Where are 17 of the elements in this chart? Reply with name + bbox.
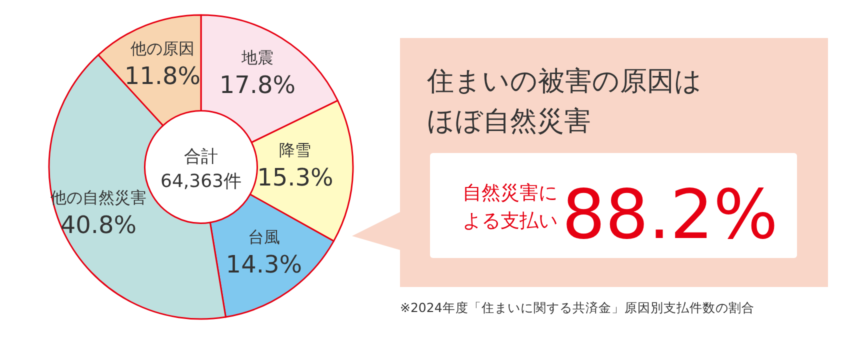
slice-label: 降雪 [279, 140, 312, 160]
slice-label: 地震 [240, 48, 274, 67]
text: ※2024年度「住まいに関する共済金」原因別支払件数の割合 [400, 300, 754, 315]
text: 88.2% [562, 176, 778, 255]
text: 合計 [184, 147, 218, 167]
data-label: 40.8% [60, 210, 137, 239]
data-label: 17.8% [219, 70, 296, 99]
text: 64,363件 [160, 171, 242, 192]
data-label: 14.3% [226, 250, 302, 279]
data-label: 15.3% [257, 164, 334, 192]
slice-label: 他の原因 [130, 38, 194, 58]
text: 住まいの被害の原因は [426, 66, 702, 97]
text: ほぼ自然災害 [427, 106, 591, 137]
text: 自然災害に [462, 182, 558, 204]
text: よる支払い [462, 210, 558, 232]
slice-label: 台風 [248, 228, 280, 247]
data-label: 11.8% [124, 62, 201, 90]
